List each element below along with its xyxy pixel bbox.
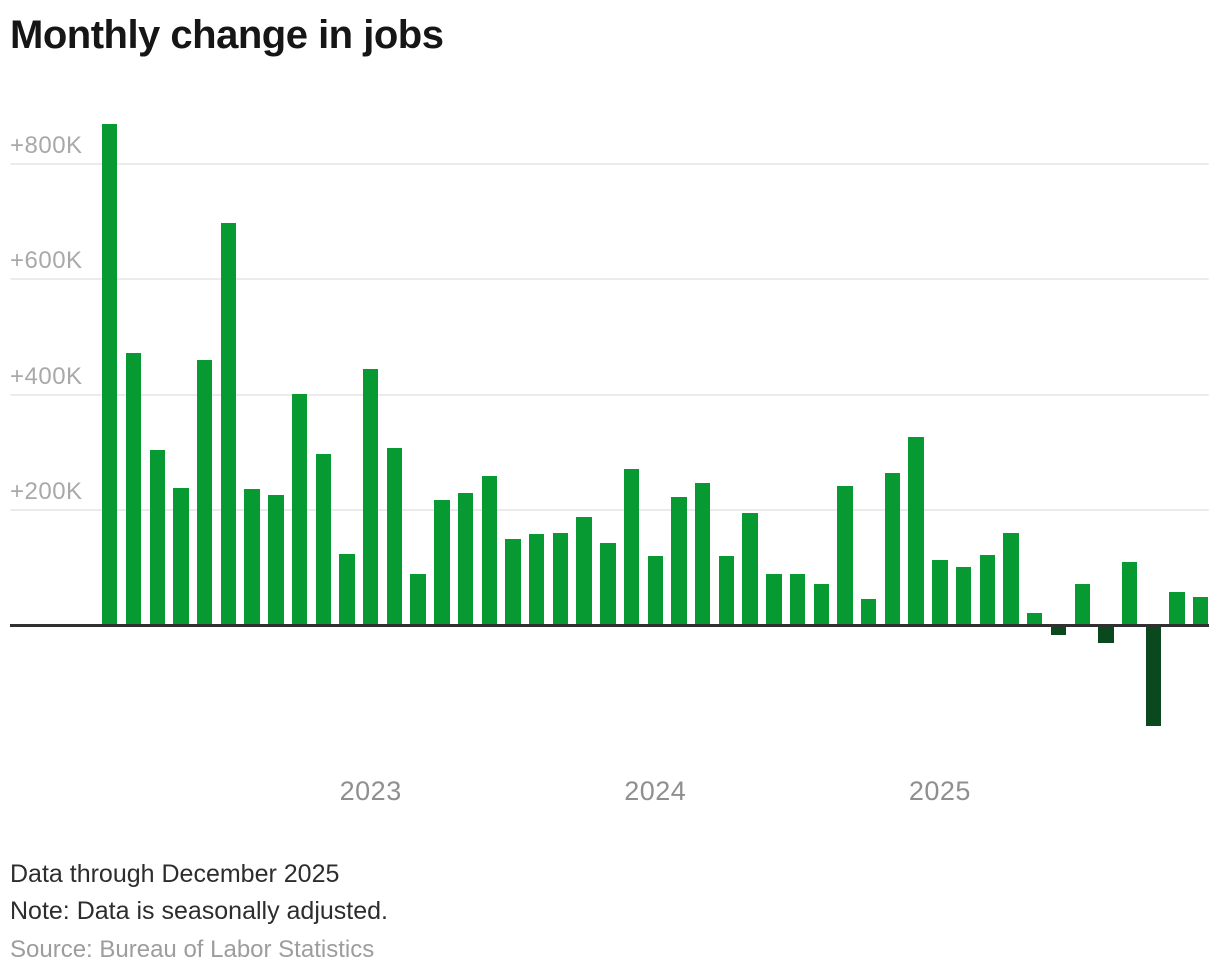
- bar-oct-2022: [291, 393, 308, 624]
- x-axis-year-label-2023: 2023: [339, 776, 402, 806]
- y-axis-tick-label: +200K: [10, 478, 83, 505]
- bar-nov-2023: [600, 543, 616, 624]
- gridline-+800K: [10, 162, 1209, 165]
- bar-dec-2022: [339, 554, 355, 624]
- bar-dec-2023: [623, 468, 640, 624]
- bar-nov-2022: [315, 453, 331, 624]
- bar-apr-2022: [149, 449, 165, 624]
- bar-sep-2025: [1121, 562, 1138, 624]
- bar-feb-2024: [671, 496, 687, 624]
- bar-jun-2025: [1050, 627, 1067, 636]
- bar-oct-2023: [576, 517, 592, 624]
- bar-mar-2024: [695, 482, 711, 624]
- bar-jun-2024: [766, 573, 782, 624]
- bar-jul-2022: [220, 222, 237, 624]
- bar-jul-2023: [505, 539, 521, 624]
- bar-feb-2022: [102, 123, 118, 624]
- chart-footer: Data through December 2025 Note: Data is…: [10, 856, 388, 964]
- y-axis-tick-label: +800K: [10, 131, 83, 159]
- footnote-data-through: Data through December 2025: [10, 860, 340, 888]
- bar-aug-2023: [529, 533, 545, 624]
- bar-aug-2024: [813, 583, 829, 624]
- bar-may-2022: [173, 487, 189, 624]
- bar-apr-2024: [718, 555, 735, 624]
- bar-apr-2023: [434, 499, 450, 624]
- chart-title: Monthly change in jobs: [10, 13, 444, 57]
- bar-nov-2025: [1169, 592, 1185, 624]
- gridline-+400K: [10, 393, 1209, 396]
- y-axis-tick-label: +600K: [10, 247, 83, 274]
- bar-dec-2025: [1193, 596, 1209, 624]
- bar-nov-2024: [884, 473, 901, 624]
- bar-apr-2025: [1003, 533, 1019, 624]
- y-axis-tick-label: +400K: [10, 362, 83, 390]
- bar-may-2023: [457, 492, 474, 624]
- bar-mar-2023: [410, 574, 426, 624]
- bar-jun-2023: [481, 475, 497, 624]
- bar-may-2025: [1027, 613, 1043, 624]
- bar-jan-2025: [932, 559, 948, 624]
- bar-sep-2024: [837, 485, 853, 624]
- gridline-+600K: [10, 278, 1209, 280]
- bar-oct-2024: [861, 598, 877, 624]
- gridline-+200K: [10, 509, 1209, 511]
- x-axis-year-label-2024: 2024: [624, 776, 687, 806]
- bar-jul-2024: [789, 573, 806, 624]
- bar-jun-2022: [196, 359, 213, 624]
- bar-sep-2023: [552, 532, 569, 624]
- bar-feb-2023: [386, 448, 403, 624]
- bar-chart-plot: +200K +400K +600K +800K 2023 2024 2025: [10, 123, 1209, 806]
- bar-sep-2022: [268, 495, 284, 624]
- bar-feb-2025: [955, 566, 972, 624]
- x-axis-year-label-2025: 2025: [908, 776, 971, 806]
- bar-jan-2024: [647, 555, 663, 624]
- footnote-source: Source: Bureau of Labor Statistics: [10, 936, 375, 963]
- footnote-seasonal-adjustment: Note: Data is seasonally adjusted.: [10, 897, 388, 925]
- bar-jan-2023: [362, 369, 379, 624]
- bar-oct-2025: [1145, 627, 1162, 727]
- x-axis-line: [10, 624, 1209, 627]
- bar-aug-2022: [244, 489, 260, 624]
- bar-aug-2025: [1098, 627, 1114, 643]
- bar-mar-2025: [979, 555, 996, 624]
- bar-dec-2024: [908, 437, 924, 624]
- bar-may-2024: [742, 512, 758, 624]
- bar-mar-2022: [125, 353, 142, 624]
- bar-jul-2025: [1074, 583, 1090, 624]
